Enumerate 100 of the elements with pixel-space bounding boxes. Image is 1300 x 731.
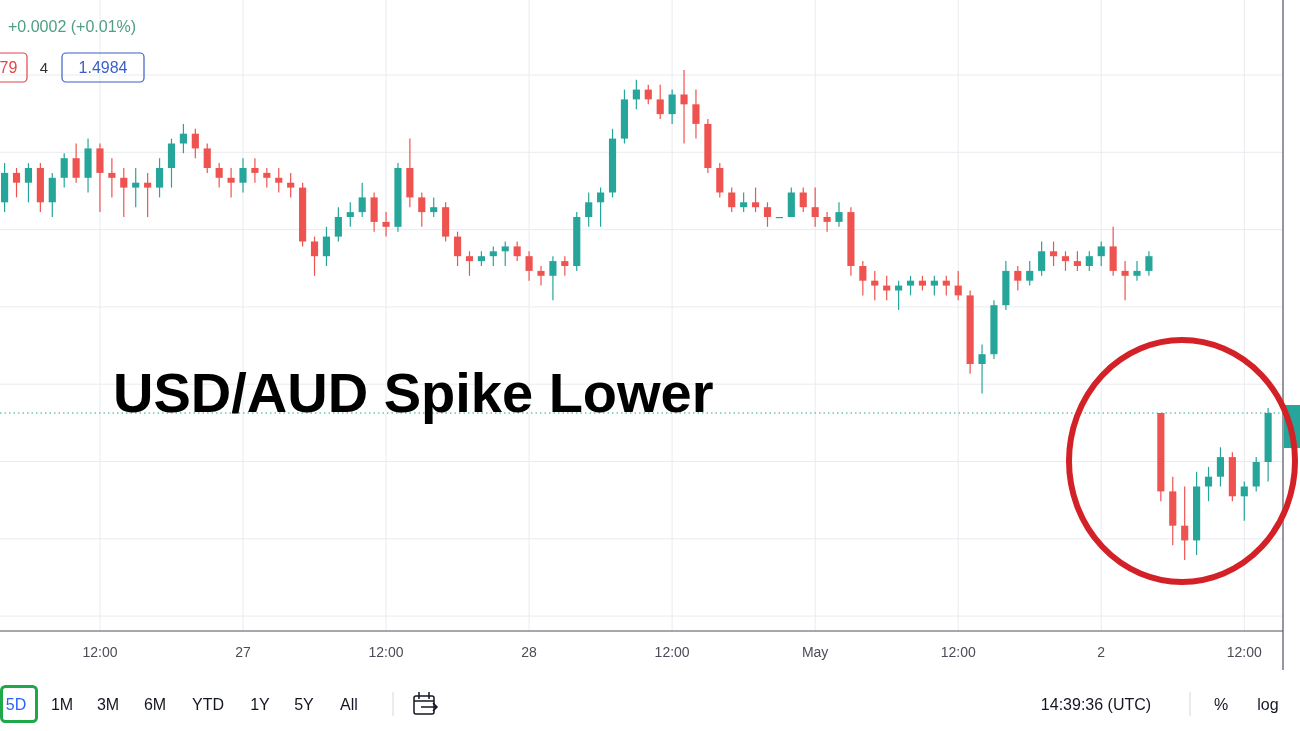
candlestick [275, 167, 283, 194]
candlestick [60, 152, 68, 189]
candlestick [1240, 481, 1248, 522]
candlestick [1181, 485, 1189, 561]
candlestick [525, 250, 533, 282]
candlestick [549, 255, 557, 301]
candlestick [632, 79, 640, 110]
candlestick [1145, 250, 1153, 277]
x-tick-label: 27 [235, 644, 251, 660]
candlestick [585, 191, 593, 228]
candlestick [537, 265, 545, 287]
candlestick [108, 157, 116, 198]
text: YTD [192, 696, 224, 713]
candlestick [763, 201, 772, 228]
candlestick [1061, 250, 1070, 272]
text: 3M [96, 696, 120, 713]
candlestick [823, 211, 831, 233]
candlestick [1121, 260, 1129, 301]
candlestick [239, 157, 247, 194]
candlestick [465, 250, 474, 277]
candlestick [597, 187, 605, 228]
candlestick [895, 280, 903, 311]
candlestick [1049, 240, 1058, 267]
x-tick-label: May [801, 644, 829, 660]
candlestick [859, 260, 867, 296]
x-tick-label: 12:00 [82, 644, 118, 660]
annotation: 1.4984 [78, 59, 128, 76]
candlestick [215, 162, 223, 189]
candlestick [835, 201, 843, 228]
candlestick [513, 240, 521, 262]
candlestick [155, 157, 164, 198]
candlestick [811, 187, 819, 228]
candlestick [740, 191, 748, 213]
text: All [340, 696, 358, 713]
text: 14:39:36 (UTC) [1040, 696, 1152, 713]
candlestick [251, 157, 259, 184]
candlestick [24, 162, 33, 203]
text: 5D [5, 696, 27, 713]
candlestick [883, 275, 891, 301]
candlestick [871, 270, 879, 301]
candlestick [906, 275, 915, 296]
candlestick [954, 270, 962, 301]
candlestick [72, 142, 80, 184]
candlestick [191, 128, 199, 159]
candlestick [680, 69, 688, 145]
candlestick [263, 167, 271, 189]
candlestick [1026, 260, 1034, 287]
candlestick [978, 343, 986, 394]
candlestick [1097, 240, 1105, 267]
text: 1M [50, 696, 74, 713]
x-tick-label: 28 [521, 644, 538, 660]
text: 5Y [294, 696, 315, 713]
x-tick-label: 2 [1097, 644, 1106, 660]
candlestick [334, 206, 342, 243]
candlestick [668, 89, 676, 125]
candlestick [692, 89, 700, 140]
candlestick [1085, 250, 1093, 272]
text: USD/AUD Spike Lower [113, 361, 714, 424]
candlestick [346, 201, 354, 228]
candlestick [561, 255, 569, 277]
text: % [1213, 696, 1229, 713]
candlestick [418, 191, 426, 228]
x-tick-label: 12:00 [368, 644, 404, 660]
candlestick [942, 275, 950, 296]
text: log [1257, 696, 1279, 713]
candlestick [930, 275, 938, 296]
text: 1Y [250, 696, 271, 713]
text: 6M [143, 696, 167, 713]
candlestick [287, 172, 295, 198]
annotation: 4 [39, 59, 49, 76]
candlestick [179, 123, 187, 154]
candlestick [358, 182, 366, 218]
candlestick [1073, 250, 1081, 272]
candlestick [322, 226, 331, 267]
candlestick [656, 84, 664, 120]
candlestick [1038, 240, 1046, 277]
candlestick [751, 187, 760, 213]
candlestick [203, 142, 211, 174]
candlestick [382, 211, 390, 238]
x-tick-label: 12:00 [940, 644, 976, 660]
candlestick [144, 172, 152, 218]
candlestick [120, 167, 128, 218]
x-tick-label: 12:00 [1226, 644, 1262, 660]
candlestick [799, 187, 807, 213]
candlestick [430, 196, 438, 218]
candlestick [227, 167, 235, 198]
candlestick [310, 236, 319, 277]
candlestick [1014, 265, 1022, 292]
candlestick [489, 245, 497, 267]
candlestick [728, 187, 736, 213]
candlestick [132, 167, 140, 208]
x-tick-label: 12:00 [654, 644, 690, 660]
candlestick [1133, 260, 1141, 282]
candlestick [1204, 466, 1213, 502]
annotation: 79 [0, 59, 18, 76]
candlestick [1216, 446, 1225, 488]
candlestick [453, 231, 462, 267]
candlestick [12, 167, 21, 198]
candlestick [644, 84, 652, 105]
candlestick [501, 240, 509, 267]
